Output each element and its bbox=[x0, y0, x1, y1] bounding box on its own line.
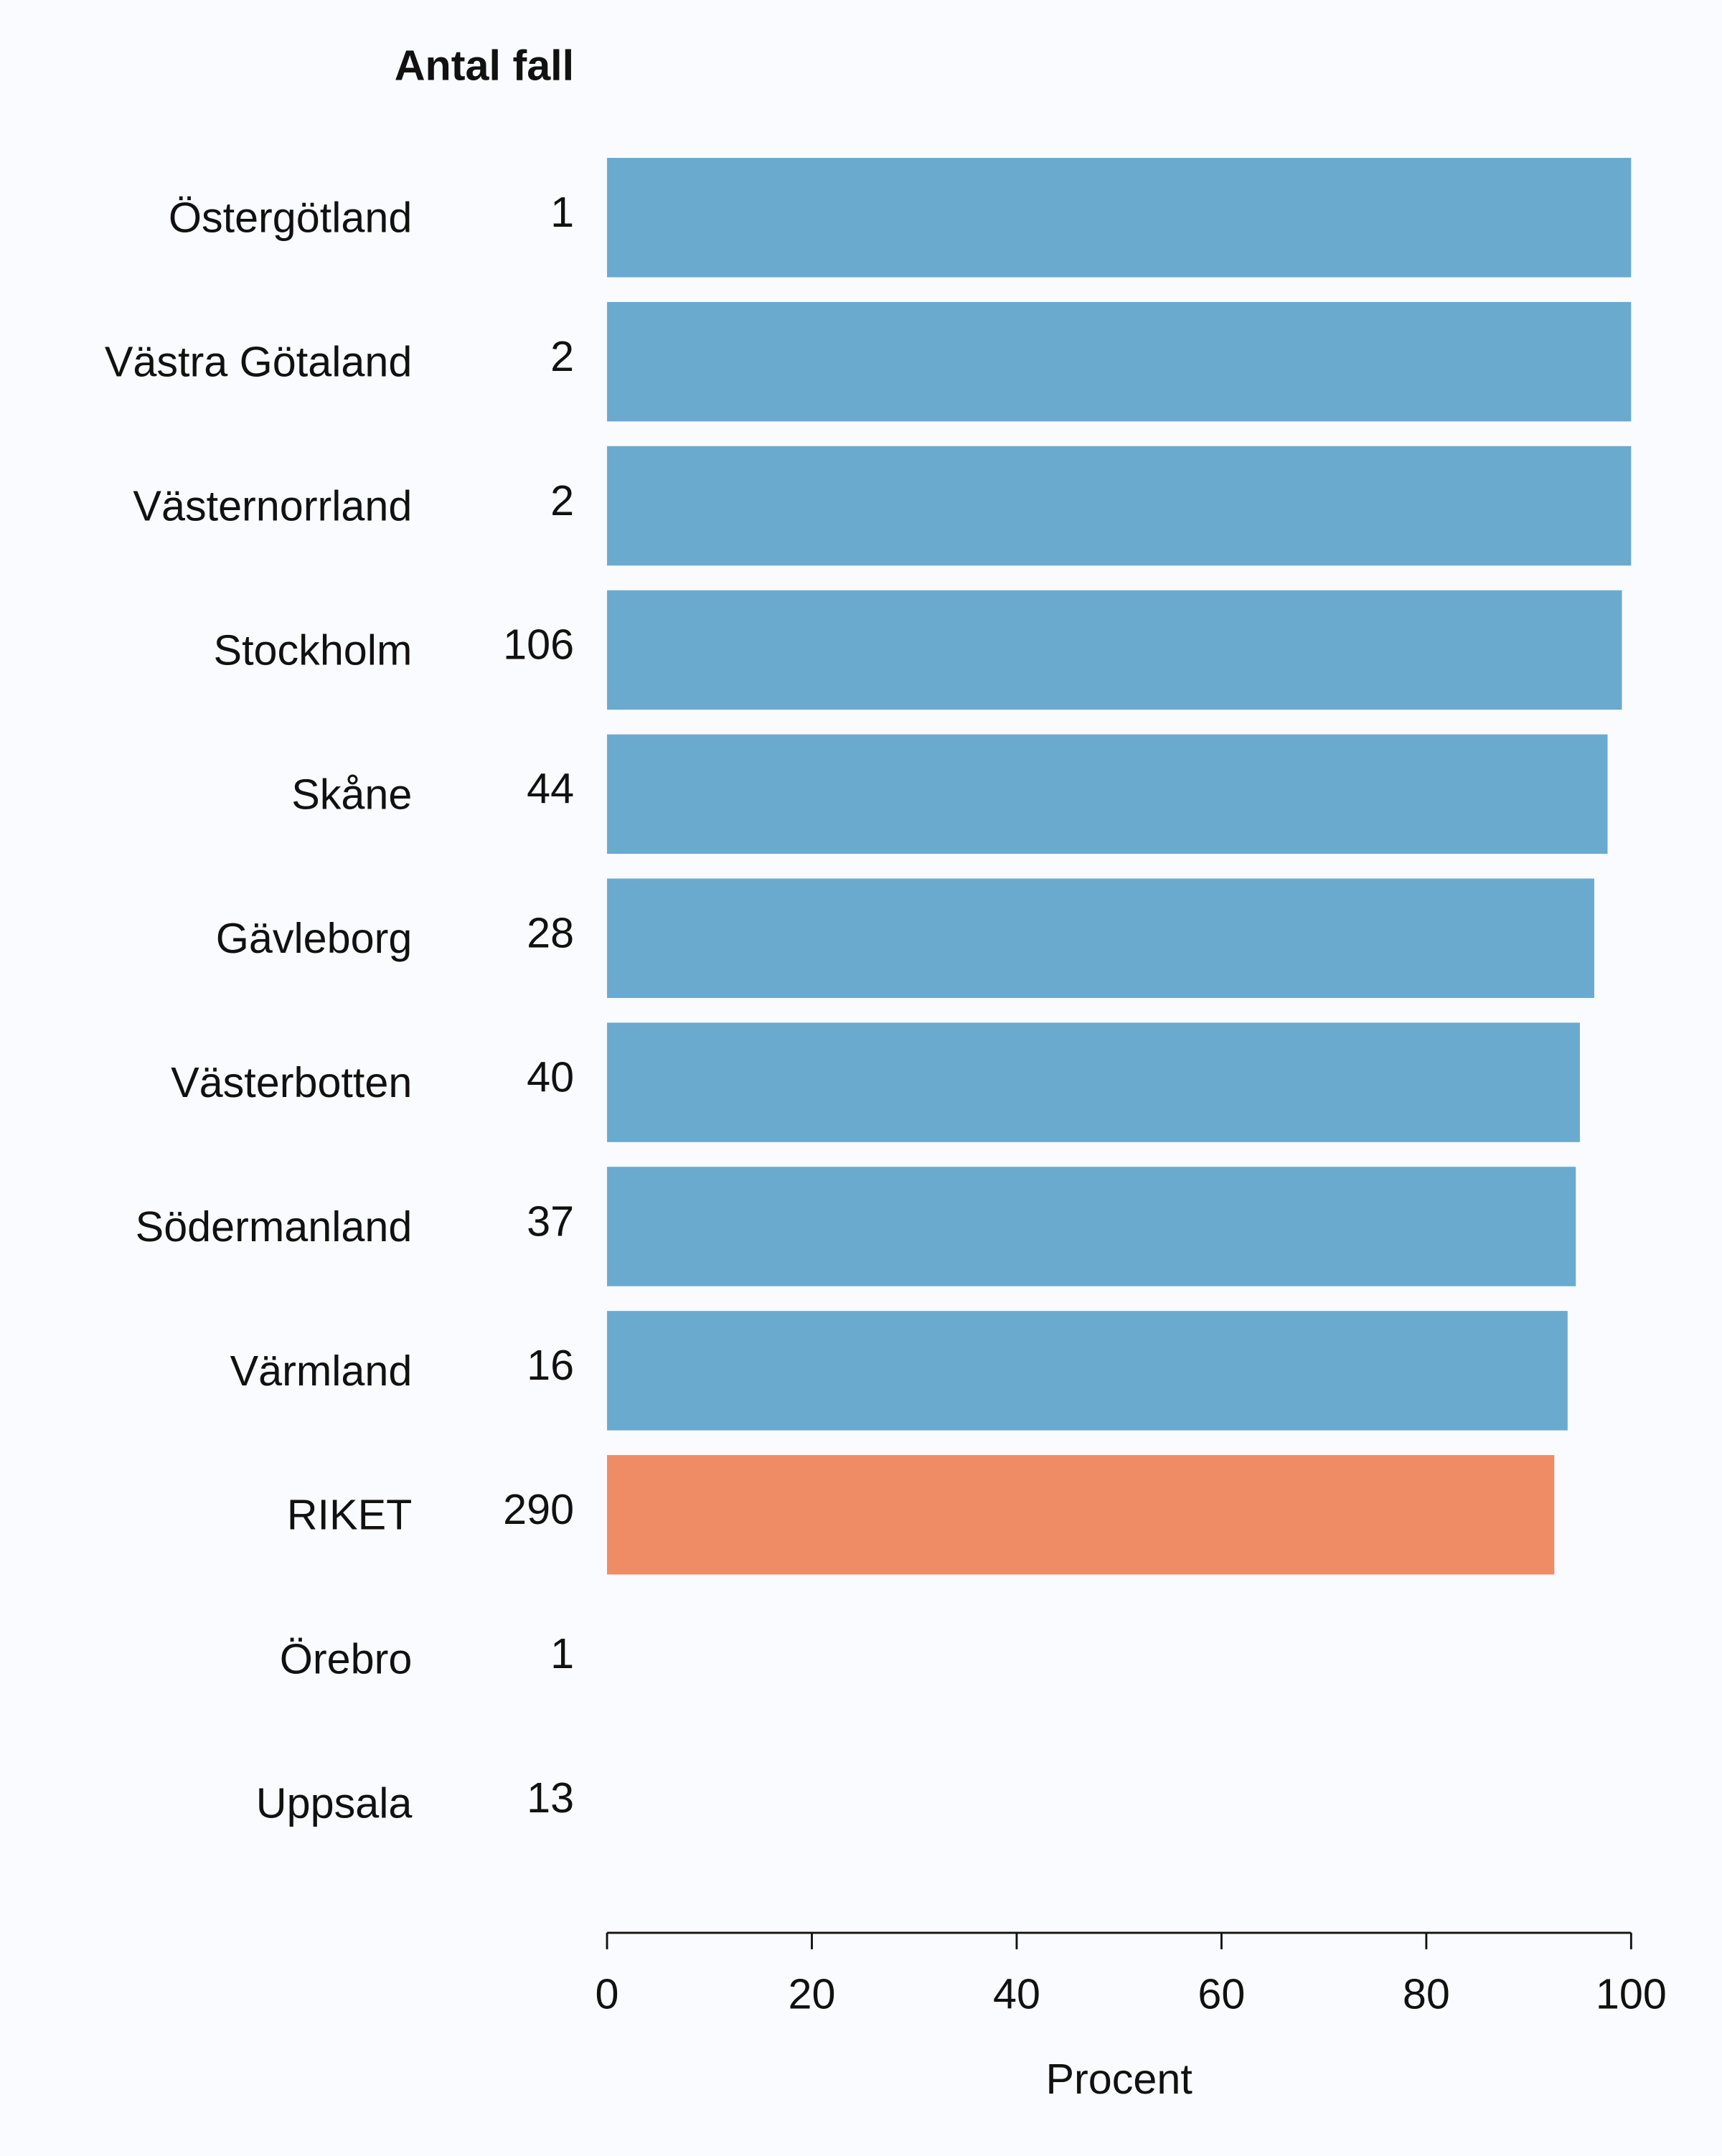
category-label: Stockholm bbox=[214, 626, 413, 674]
count-label: 40 bbox=[527, 1053, 574, 1101]
category-label: RIKET bbox=[287, 1491, 413, 1539]
bar bbox=[607, 1311, 1568, 1431]
category-label: Västerbotten bbox=[171, 1058, 412, 1106]
x-tick-label: 60 bbox=[1198, 1969, 1245, 2018]
category-label: Västra Götaland bbox=[105, 338, 413, 386]
category-label: Östergötland bbox=[169, 194, 413, 242]
count-label: 106 bbox=[503, 621, 574, 669]
count-label: 290 bbox=[503, 1485, 574, 1533]
x-tick-label: 20 bbox=[789, 1969, 836, 2018]
count-label: 1 bbox=[550, 1629, 574, 1677]
category-label: Västernorrland bbox=[133, 481, 412, 529]
bar bbox=[607, 1022, 1580, 1142]
count-label: 28 bbox=[527, 909, 574, 957]
x-tick-label: 40 bbox=[993, 1969, 1040, 2018]
x-tick-label: 80 bbox=[1403, 1969, 1450, 2018]
category-label: Södermanland bbox=[136, 1202, 413, 1251]
category-label: Gävleborg bbox=[216, 914, 413, 962]
bar bbox=[607, 734, 1608, 855]
count-label: 16 bbox=[527, 1341, 574, 1389]
category-label: Örebro bbox=[280, 1635, 413, 1683]
bar bbox=[607, 158, 1632, 278]
count-label: 37 bbox=[527, 1197, 574, 1245]
bar bbox=[607, 446, 1632, 566]
x-tick-label: 0 bbox=[596, 1969, 619, 2018]
count-label: 2 bbox=[550, 332, 574, 380]
category-label: Värmland bbox=[230, 1347, 413, 1395]
bar bbox=[607, 878, 1594, 998]
count-label: 44 bbox=[527, 765, 574, 813]
counts-header: Antal fall bbox=[395, 41, 574, 89]
category-label: Skåne bbox=[291, 770, 412, 818]
count-label: 2 bbox=[550, 476, 574, 524]
count-label: 1 bbox=[550, 188, 574, 236]
bar bbox=[607, 590, 1622, 710]
count-label: 13 bbox=[527, 1774, 574, 1822]
bar bbox=[607, 1455, 1555, 1575]
x-tick-label: 100 bbox=[1596, 1969, 1667, 2018]
category-label: Uppsala bbox=[256, 1779, 413, 1827]
bar bbox=[607, 301, 1632, 422]
x-axis-label: Procent bbox=[1046, 2055, 1193, 2103]
bar bbox=[607, 1167, 1576, 1286]
